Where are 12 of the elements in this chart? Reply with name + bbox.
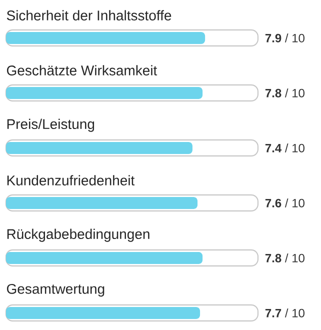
- y-tick-label: Kundenzufriedenheit: [7, 175, 135, 186]
- data-label: 7.6 / 10: [265, 198, 304, 208]
- data-label: 7.8 / 10: [265, 88, 304, 98]
- data-label: 7.8 / 10: [265, 254, 304, 262]
- y-tick-label: Geschätzte Wirksamkeit: [6, 65, 158, 76]
- y-tick-label: Gesamtwertung: [6, 284, 104, 297]
- data-label: 7.4 / 10: [265, 144, 304, 152]
- y-tick-label: Preis/Leistung: [7, 118, 94, 132]
- y-tick-label: Rückgabebedingungen: [7, 228, 150, 242]
- y-tick-label: Sicherheit der Inhaltsstoffe: [6, 10, 172, 20]
- data-label: 7.9 / 10: [265, 34, 304, 42]
- data-label: 7.7 / 10: [265, 308, 304, 318]
